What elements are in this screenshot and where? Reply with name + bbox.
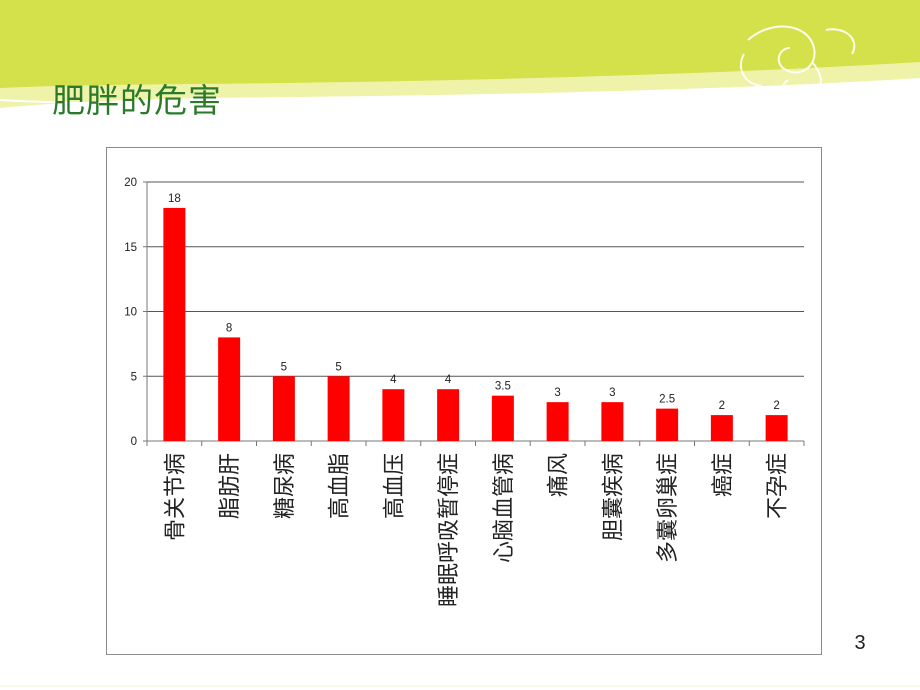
- green-swirl-ornament: [739, 25, 856, 102]
- axes: [143, 181, 805, 446]
- bar: [327, 376, 350, 441]
- bar: [272, 376, 295, 441]
- x-category-label: 胆囊疾病: [601, 453, 626, 541]
- bar: [601, 402, 624, 441]
- x-category-label: 脂肪肝: [218, 453, 243, 519]
- header-accent-curve: [0, 79, 920, 106]
- data-label: 5: [335, 361, 341, 373]
- x-category-label: 不孕症: [766, 453, 791, 519]
- bar: [546, 402, 569, 441]
- x-category-label: 糖尿病: [273, 453, 298, 519]
- x-category-label: 痛风: [547, 453, 572, 497]
- data-label: 8: [226, 322, 232, 334]
- y-tick-label: 0: [131, 436, 137, 448]
- header-band-lime: [0, 0, 920, 88]
- data-label: 4: [445, 374, 452, 386]
- data-label: 18: [168, 193, 181, 205]
- data-label: 3.5: [495, 381, 511, 393]
- x-category-label: 高血脂: [328, 453, 353, 519]
- data-label: 3: [554, 387, 560, 399]
- data-label: 3: [609, 387, 615, 399]
- bar: [491, 395, 514, 441]
- x-category-label: 高血压: [382, 453, 407, 519]
- y-tick-label: 5: [131, 371, 137, 383]
- data-label: 2: [773, 400, 779, 412]
- x-category-label: 癌症: [711, 453, 736, 497]
- slide-title: 肥胖的危害: [52, 81, 222, 120]
- bar-chart: 0 5 10 15 20 18 骨关节病 8 脂肪肝 5 糖尿病 5 高血脂 4 高血压 4 睡眠呼吸暂停症 3.…: [124, 177, 805, 607]
- x-category-label: 骨关节病: [163, 453, 188, 541]
- bars: [163, 207, 788, 441]
- bar: [765, 415, 788, 441]
- data-label: 2.5: [659, 394, 675, 406]
- bar: [382, 389, 405, 441]
- y-tick-label: 10: [124, 307, 137, 319]
- y-tick-label: 20: [124, 177, 137, 189]
- bar: [437, 389, 460, 441]
- data-label: 2: [719, 400, 725, 412]
- bar: [656, 408, 679, 441]
- data-label: 4: [390, 374, 397, 386]
- bar: [218, 337, 241, 441]
- x-category-label: 心脑血管病: [492, 453, 517, 563]
- labels: 0 5 10 15 20 18 骨关节病 8 脂肪肝 5 糖尿病 5 高血脂 4 高血压 4 睡眠呼吸暂停症 3.…: [124, 177, 790, 607]
- page-number: 3: [854, 632, 866, 654]
- data-label: 5: [281, 361, 287, 373]
- bar: [710, 415, 733, 441]
- x-category-label: 多囊卵巢症: [656, 453, 681, 563]
- bar: [163, 207, 186, 441]
- x-category-label: 睡眠呼吸暂停症: [437, 453, 462, 607]
- gridlines: [147, 181, 804, 377]
- chart-frame: 0 5 10 15 20 18 骨关节病 8 脂肪肝 5 糖尿病 5 高血脂 4 高血压 4 睡眠呼吸暂停症 3.…: [106, 147, 822, 655]
- y-tick-label: 15: [124, 242, 137, 254]
